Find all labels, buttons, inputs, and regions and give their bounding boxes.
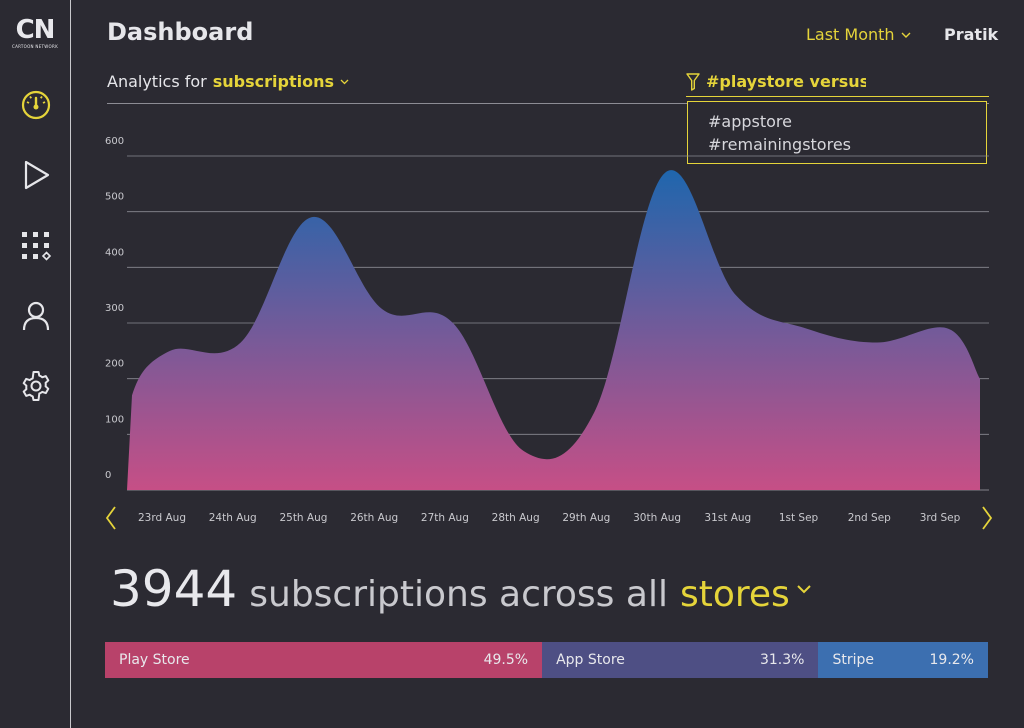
segment-value: 19.2% (929, 652, 974, 668)
x-tick-label: 3rd Sep (920, 512, 961, 524)
filter-input[interactable] (706, 72, 866, 91)
sidebar-item-settings[interactable] (19, 369, 53, 403)
speedometer-icon (21, 90, 51, 120)
y-tick-label: 300 (105, 303, 124, 314)
chart-next-arrow[interactable] (980, 505, 994, 531)
analytics-heading: Analytics for subscriptions (107, 72, 349, 91)
chevron-down-icon[interactable] (340, 79, 349, 85)
chevron-down-icon (901, 32, 911, 38)
sidebar-item-videos[interactable] (19, 158, 53, 192)
sidebar-item-dashboard[interactable] (19, 88, 53, 122)
subscription-summary: 3944 subscriptions across all stores (110, 560, 812, 618)
page-title: Dashboard (107, 18, 254, 46)
sidebar-item-profile[interactable] (19, 299, 53, 333)
store-share-bar: Play Store 49.5% App Store 31.3% Stripe … (105, 642, 988, 678)
user-name[interactable]: Pratik (944, 25, 999, 44)
apps-grid-icon (22, 232, 52, 261)
analytics-divider (107, 103, 989, 104)
x-tick-label: 31st Aug (704, 512, 751, 524)
logo-text: CN (15, 15, 56, 45)
sidebar-item-apps[interactable] (19, 229, 53, 263)
metric-selector[interactable]: subscriptions (212, 72, 334, 91)
filter-icon[interactable] (686, 72, 700, 91)
x-tick-label: 30th Aug (633, 512, 681, 524)
suggestion-item[interactable]: #remainingstores (708, 135, 851, 154)
segment-value: 49.5% (483, 652, 529, 668)
x-tick-label: 24th Aug (209, 512, 257, 524)
segment-label: App Store (556, 652, 625, 668)
filter-underline (686, 96, 989, 97)
period-selector[interactable]: Last Month (806, 25, 911, 44)
share-segment-play-store[interactable]: Play Store 49.5% (105, 642, 543, 678)
play-icon (24, 160, 50, 190)
suggestion-item[interactable]: #appstore (708, 112, 792, 131)
chevron-left-icon (105, 506, 116, 530)
y-tick-label: 100 (105, 414, 124, 425)
user-icon (22, 301, 50, 331)
x-tick-label: 29th Aug (562, 512, 610, 524)
filter-suggestions: #appstore #remainingstores (687, 101, 987, 164)
y-tick-label: 500 (105, 192, 124, 203)
summary-text: subscriptions across all (249, 574, 668, 615)
y-tick-label: 200 (105, 359, 124, 370)
period-label: Last Month (806, 25, 895, 44)
x-tick-label: 28th Aug (492, 512, 540, 524)
sidebar: CN CARTOON NETWORK (0, 0, 71, 728)
stores-selector[interactable]: stores (679, 574, 790, 615)
chevron-down-icon[interactable] (796, 584, 812, 594)
x-tick-label: 25th Aug (279, 512, 327, 524)
chart-prev-arrow[interactable] (104, 505, 118, 531)
x-tick-label: 1st Sep (779, 512, 819, 524)
subscriptions-chart: 0 100 200 300 400 500 600 23rd Aug 24th Aug 25th… (100, 125, 1000, 535)
y-tick-label: 400 (105, 247, 124, 258)
logo-subtext: CARTOON NETWORK (12, 44, 58, 49)
x-tick-label: 27th Aug (421, 512, 469, 524)
share-segment-stripe[interactable]: Stripe 19.2% (818, 642, 988, 678)
x-tick-label: 23rd Aug (138, 512, 186, 524)
cartoon-network-logo[interactable]: CN CARTOON NETWORK (10, 15, 60, 52)
segment-label: Stripe (832, 652, 874, 668)
y-tick-label: 0 (105, 470, 111, 481)
share-segment-app-store[interactable]: App Store 31.3% (542, 642, 819, 678)
gear-icon (22, 371, 50, 401)
x-tick-label: 2nd Sep (848, 512, 891, 524)
segment-value: 31.3% (759, 652, 805, 668)
subscriptions-area (127, 170, 980, 490)
x-tick-label: 26th Aug (350, 512, 398, 524)
chevron-right-icon (982, 506, 993, 530)
y-tick-label: 600 (105, 136, 124, 147)
subscription-count: 3944 (110, 560, 238, 618)
area-chart: 0 100 200 300 400 500 600 23rd Aug 24th Aug 25th… (105, 136, 989, 524)
segment-label: Play Store (119, 652, 190, 668)
analytics-prefix: Analytics for (107, 72, 207, 91)
filter-bar (686, 72, 989, 91)
